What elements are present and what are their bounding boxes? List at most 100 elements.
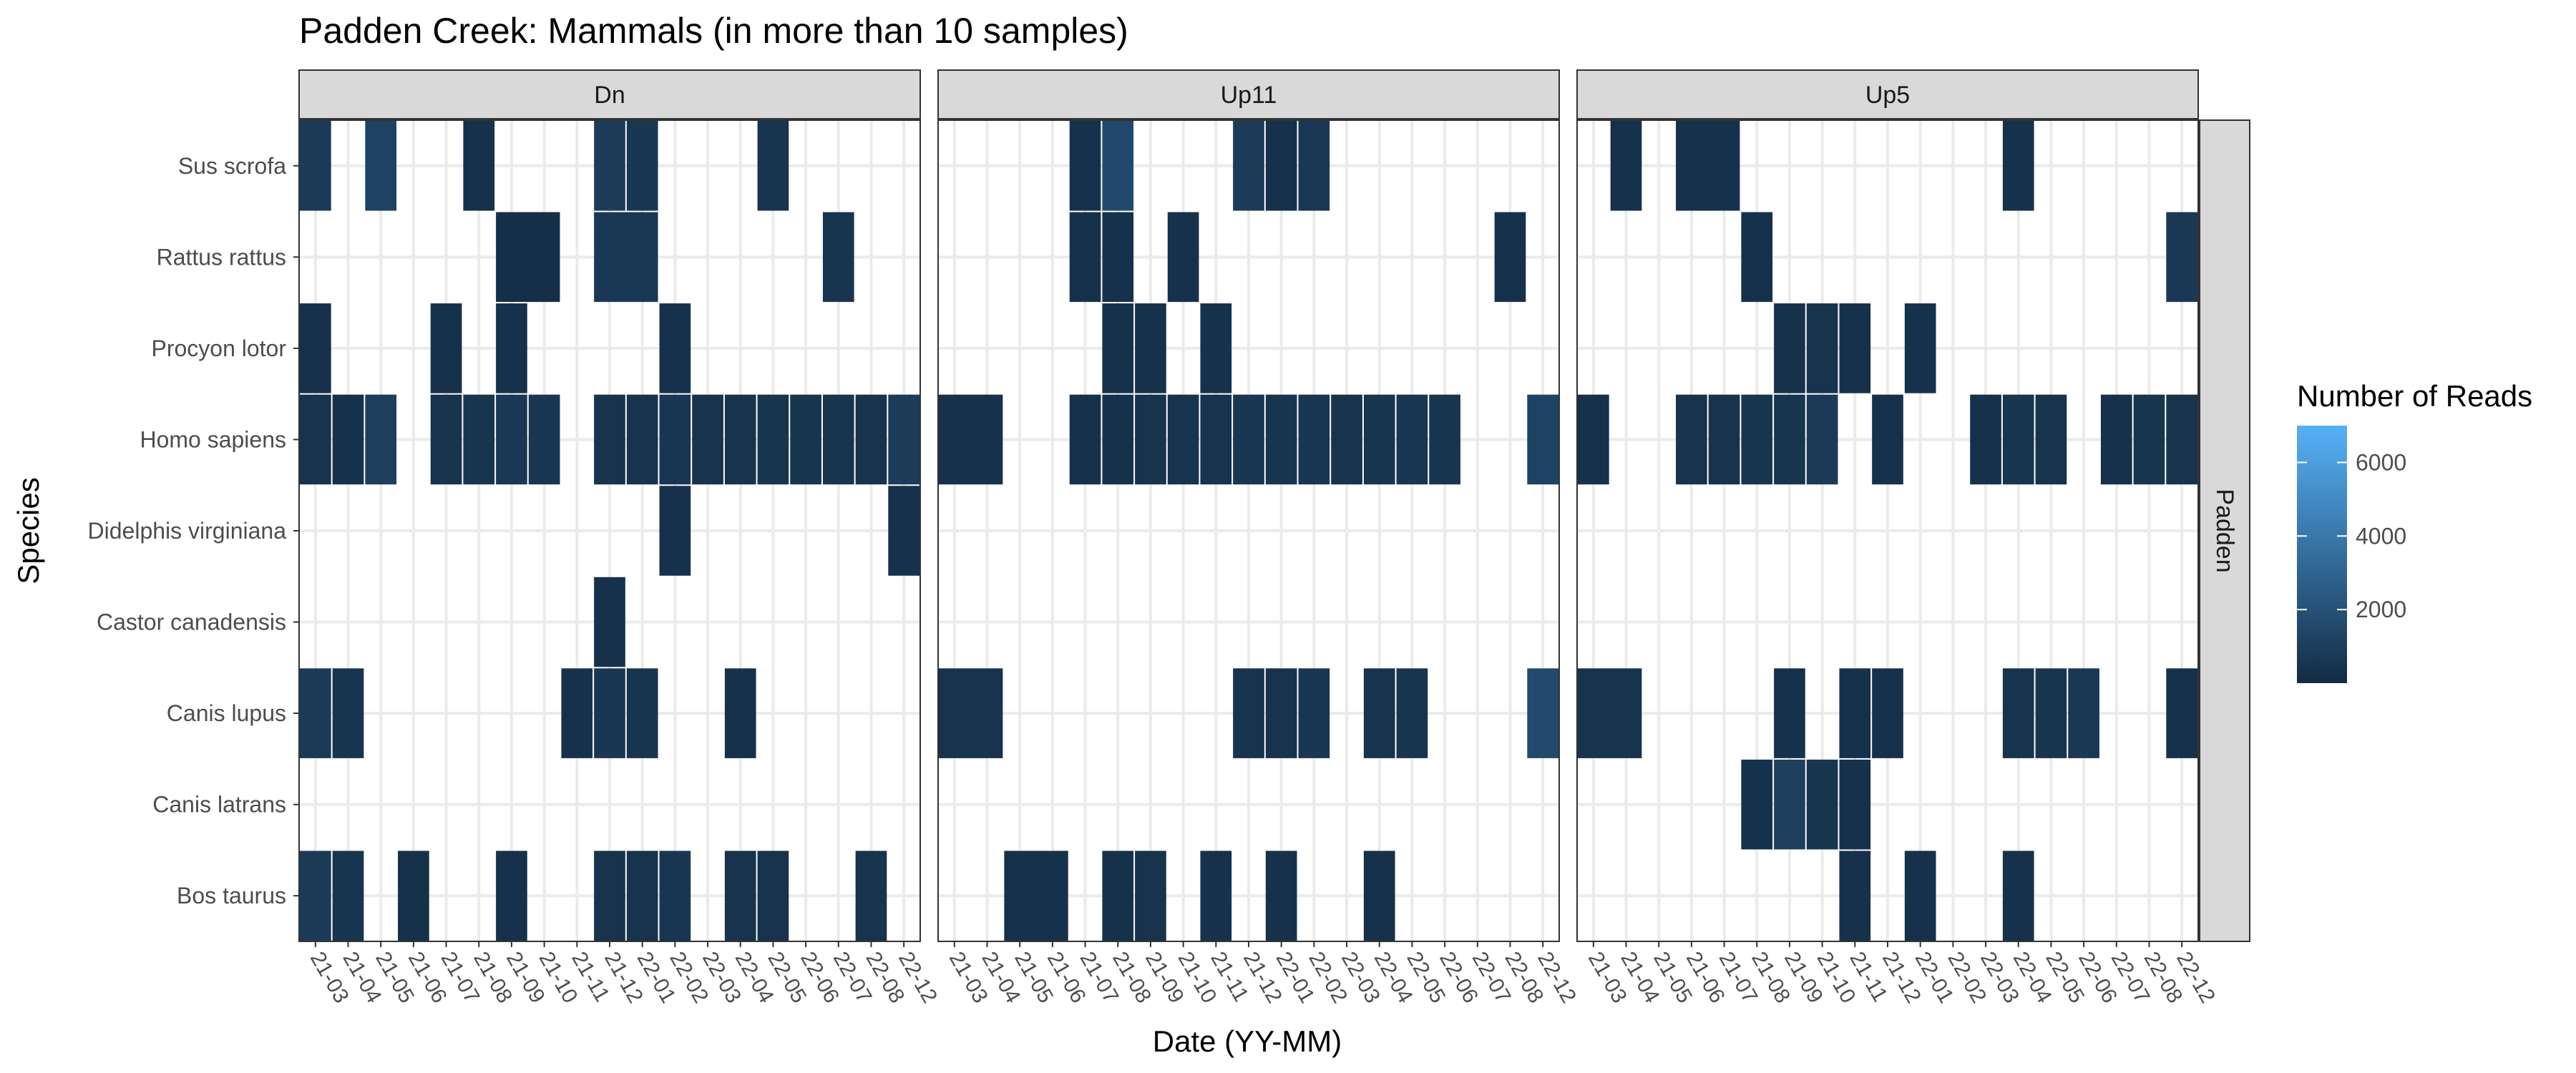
heatmap-tile — [1904, 851, 1936, 941]
heatmap-tile — [1527, 394, 1558, 485]
heatmap-tile — [1872, 394, 1903, 485]
heatmap-tile — [1527, 668, 1558, 758]
heatmap-tile — [692, 394, 723, 485]
legend-tick-label: 6000 — [2356, 449, 2406, 475]
heatmap-tile — [1233, 121, 1264, 211]
heatmap-tile — [2035, 668, 2067, 758]
heatmap-tile — [561, 668, 593, 758]
heatmap-tile — [1102, 394, 1134, 485]
heatmap-tile — [332, 668, 364, 758]
heatmap-tile — [626, 121, 658, 211]
y-axis-label: Species — [11, 477, 45, 584]
heatmap-tile — [1741, 394, 1773, 485]
heatmap-tile — [594, 668, 625, 758]
heatmap-tile — [1806, 394, 1838, 485]
heatmap-tile — [1298, 394, 1330, 485]
heatmap-tile — [332, 851, 364, 941]
heatmap-tile — [1872, 668, 1903, 758]
heatmap-tile — [757, 394, 789, 485]
heatmap-tile — [659, 851, 691, 941]
y-tick-label: Canis latrans — [152, 792, 286, 818]
heatmap-tile — [1102, 303, 1134, 393]
heatmap-tile — [1494, 212, 1526, 303]
heatmap-tile — [626, 394, 658, 485]
panel-up5: Up5 21-0321-0421-0521-0621-0721-0821-0921… — [1576, 69, 2220, 1007]
heatmap-tile — [1676, 394, 1707, 485]
heatmap-tile — [1102, 121, 1134, 211]
y-axis: Sus scrofa Rattus rattus Procyon lotor Homo… — [88, 153, 299, 908]
heatmap-tile — [724, 851, 756, 941]
heatmap-tile — [2166, 212, 2197, 303]
y-tick-label: Procyon lotor — [151, 335, 286, 361]
heatmap-tile — [1429, 394, 1460, 485]
legend-tick-label: 4000 — [2356, 523, 2406, 549]
heatmap-tile — [300, 394, 331, 485]
y-tick-label: Sus scrofa — [178, 153, 286, 179]
facet-strip — [298, 69, 921, 119]
heatmap-tile — [757, 121, 789, 211]
heatmap-tile — [2133, 394, 2165, 485]
heatmap-tile — [1069, 212, 1101, 303]
heatmap-tile — [1265, 394, 1297, 485]
heatmap-tile — [2002, 394, 2034, 485]
grid-lines — [1577, 120, 2198, 941]
heatmap-tile — [1578, 668, 1642, 758]
heatmap-tile — [300, 668, 331, 758]
heatmap-tile — [496, 394, 527, 485]
heatmap-tile — [1741, 212, 1773, 303]
heatmap-tile — [2166, 394, 2197, 485]
heatmap-tile — [855, 394, 887, 485]
heatmap-tile — [1004, 851, 1068, 941]
y-tick-label: Rattus rattus — [157, 244, 286, 270]
heatmap-tile — [594, 212, 658, 303]
heatmap-tile — [1331, 394, 1362, 485]
heatmap-tile — [594, 577, 625, 667]
heatmap-tile — [1774, 759, 1805, 850]
heatmap-tile — [332, 394, 364, 485]
heatmap-tile — [1839, 759, 1871, 850]
heatmap-tile — [939, 668, 1003, 758]
heatmap-tile — [1839, 668, 1871, 758]
heatmap-tile — [365, 121, 397, 211]
heatmap-tile — [1806, 303, 1838, 393]
heatmap-tile — [496, 303, 527, 393]
heatmap-tile — [300, 851, 331, 941]
tiles — [1578, 121, 2197, 941]
y-tick-label: Didelphis virginiana — [88, 518, 287, 544]
heatmap-tile — [2068, 668, 2099, 758]
heatmap-tile — [1741, 759, 1773, 850]
heatmap-tile — [1396, 668, 1428, 758]
tiles — [300, 121, 919, 941]
heatmap-tile — [1167, 212, 1199, 303]
heatmap-tile — [1167, 394, 1199, 485]
x-axis-ticks: 21-0321-0421-0521-0621-0721-0821-0921-10… — [945, 941, 1581, 1007]
heatmap-tile — [1578, 394, 1609, 485]
heatmap-tile — [1102, 212, 1134, 303]
heatmap-tile — [1135, 303, 1166, 393]
facet-strip — [1576, 69, 2199, 119]
heatmap-tile — [463, 121, 495, 211]
facet-panels: Dn 21-0321-0421-0521-0621-0721-0821-0921-… — [88, 69, 2250, 1007]
heatmap-tile — [2166, 668, 2197, 758]
panel-up11: Up11 21-0321-0421-0521-0621-0721-0821-092… — [937, 69, 1581, 1007]
facet-row-label: Padden — [2211, 489, 2238, 572]
tiles — [939, 121, 1558, 941]
heatmap-tile — [1200, 303, 1232, 393]
facet-strip-label: Up5 — [1865, 82, 1910, 109]
heatmap-tile — [1233, 668, 1264, 758]
heatmap-tile — [1774, 668, 1805, 758]
facet-strip-label: Up11 — [1221, 82, 1277, 109]
facet-strip — [937, 69, 1560, 119]
heatmap-tile — [1233, 394, 1264, 485]
heatmap-tile — [1298, 668, 1330, 758]
y-tick-label: Canis lupus — [167, 700, 286, 726]
heatmap-tile — [1102, 851, 1134, 941]
heatmap-tile — [626, 668, 658, 758]
heatmap-tile — [724, 394, 756, 485]
x-axis-label: Date (YY-MM) — [1153, 1024, 1342, 1058]
heatmap-tile — [1200, 851, 1232, 941]
heatmap-tile — [594, 394, 625, 485]
heatmap-tile — [398, 851, 429, 941]
heatmap-tile — [496, 212, 560, 303]
